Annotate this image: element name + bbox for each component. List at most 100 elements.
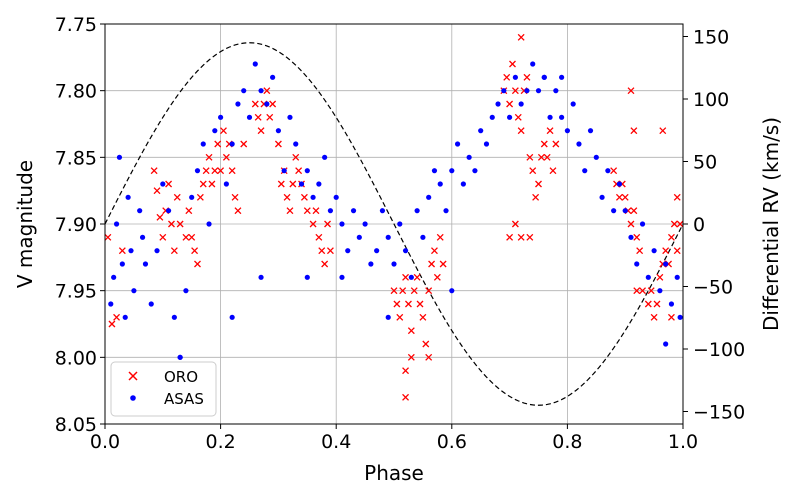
x-axis-title: Phase: [364, 461, 424, 485]
oro-point: [321, 260, 329, 268]
asas-point: [668, 301, 675, 307]
oro-point: [407, 353, 415, 361]
oro-point: [199, 180, 207, 188]
oro-point: [312, 207, 320, 215]
oro-point: [176, 220, 184, 228]
asas-point: [241, 88, 247, 94]
asas-point: [651, 248, 657, 254]
asas-point: [657, 288, 663, 294]
oro-point: [231, 193, 239, 201]
series-oro: [104, 33, 684, 401]
oro-point: [191, 247, 199, 255]
oro-point: [182, 233, 190, 241]
asas-point: [420, 234, 426, 240]
oro-point: [517, 33, 525, 41]
oro-point: [263, 87, 271, 95]
x-tick-label: 1.0: [668, 431, 698, 453]
oro-point: [113, 313, 121, 321]
oro-point: [656, 273, 664, 281]
asas-point: [472, 168, 478, 174]
oro-point: [644, 300, 652, 308]
oro-point: [506, 233, 514, 241]
oro-point: [523, 73, 531, 81]
asas-point: [385, 314, 391, 320]
asas-point: [223, 181, 229, 187]
asas-point: [397, 221, 403, 227]
oro-point: [300, 193, 308, 201]
oro-point: [540, 140, 548, 148]
oro-point: [546, 127, 554, 135]
oro-point: [286, 207, 294, 215]
asas-point: [454, 141, 461, 147]
oro-point: [404, 300, 412, 308]
oro-point: [402, 273, 410, 281]
oro-point: [315, 233, 323, 241]
asas-point: [362, 221, 368, 227]
asas-point: [293, 141, 299, 147]
oro-point: [667, 233, 675, 241]
y2-tick-label: −150: [693, 402, 745, 424]
oro-point: [165, 180, 173, 188]
y2-tick-label: −50: [693, 277, 733, 299]
y-axis-title: V magnitude: [13, 160, 37, 288]
oro-point: [188, 233, 196, 241]
asas-point: [616, 181, 623, 187]
asas-point: [507, 114, 513, 120]
asas-point: [275, 128, 281, 134]
asas-point: [160, 181, 166, 187]
oro-point: [220, 127, 227, 135]
oro-point: [526, 153, 534, 161]
oro-point: [318, 247, 326, 255]
y-tick-label: 7.95: [55, 281, 97, 303]
oro-point: [425, 353, 433, 361]
oro-point: [517, 127, 525, 135]
oro-point: [159, 233, 167, 241]
asas-point: [553, 88, 559, 94]
oro-point: [118, 247, 126, 255]
oro-point: [506, 100, 514, 108]
x-tick-label: 0.6: [437, 431, 467, 453]
asas-point: [431, 168, 438, 174]
oro-point: [630, 127, 638, 135]
asas-point: [246, 114, 253, 120]
oro-point: [390, 287, 398, 295]
oro-point: [676, 220, 684, 228]
asas-point: [183, 288, 189, 294]
oro-point: [436, 233, 444, 241]
oro-point: [173, 193, 181, 201]
asas-point: [460, 181, 466, 187]
asas-point: [281, 168, 287, 174]
oro-point: [633, 233, 641, 241]
series-asas: [108, 61, 683, 360]
asas-point: [298, 181, 305, 187]
asas-point: [212, 128, 218, 134]
asas-point: [171, 314, 177, 320]
asas-point: [677, 314, 683, 320]
asas-point: [356, 234, 362, 240]
legend-box: [110, 361, 217, 417]
oro-point: [168, 220, 175, 228]
oro-point: [425, 287, 433, 295]
oro-point: [659, 127, 667, 135]
asas-point: [628, 234, 634, 240]
oro-point: [439, 260, 447, 268]
asas-point: [304, 274, 310, 280]
asas-point: [663, 261, 669, 267]
asas-point: [674, 274, 680, 280]
oro-point: [419, 313, 427, 321]
asas-point: [564, 128, 571, 134]
oro-point: [670, 220, 678, 228]
asas-point: [639, 221, 646, 227]
oro-point: [673, 247, 681, 255]
oro-point: [621, 193, 629, 201]
asas-point: [449, 168, 455, 174]
asas-point: [559, 74, 565, 80]
asas-point: [200, 141, 206, 147]
oro-point: [170, 247, 178, 255]
asas-point: [582, 168, 588, 174]
oro-point: [407, 327, 415, 335]
x-tick-label: 0.2: [205, 431, 235, 453]
oro-point: [196, 193, 204, 201]
oro-point: [517, 233, 525, 241]
